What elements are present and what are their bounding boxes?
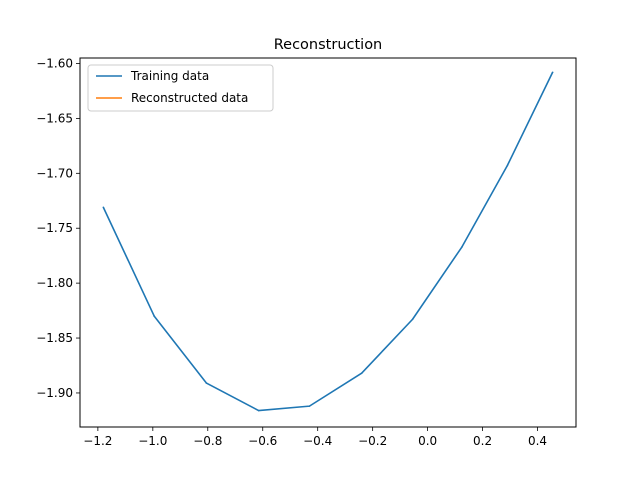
data-point	[257, 409, 260, 412]
y-tick-label: −1.75	[36, 221, 73, 235]
data-point	[205, 382, 208, 384]
y-tick-label: −1.85	[36, 331, 73, 345]
chart-title: Reconstruction	[274, 37, 383, 53]
data-point	[411, 318, 414, 321]
x-tick-label: −0.2	[358, 434, 387, 448]
data-point	[102, 206, 105, 209]
series-layer	[102, 71, 554, 412]
y-tick-label: −1.70	[36, 166, 73, 180]
x-tick-label: −1.2	[83, 434, 112, 448]
data-point	[461, 246, 463, 248]
x-tick-label: −1.0	[138, 434, 167, 448]
legend-label-0: Training data	[130, 69, 209, 83]
legend: Training data Reconstructed data	[87, 64, 274, 112]
data-point	[360, 372, 363, 374]
x-tick-label: −0.6	[248, 434, 277, 448]
data-point	[506, 164, 509, 167]
data-point	[551, 71, 554, 74]
x-tick-label: −0.4	[303, 434, 332, 448]
plot-frame	[79, 57, 577, 428]
x-tick-label: 0.2	[473, 434, 492, 448]
x-tick-label: −0.8	[193, 434, 222, 448]
y-tick-label: −1.65	[36, 111, 73, 125]
series-line-0	[102, 71, 554, 412]
x-tick-label: 0.4	[528, 434, 547, 448]
y-tick-label: −1.60	[36, 56, 73, 70]
data-point	[153, 315, 155, 317]
legend-label-1: Reconstructed data	[131, 91, 248, 105]
x-tick-label: 0.0	[418, 434, 437, 448]
y-tick-label: −1.80	[36, 276, 73, 290]
y-tick-label: −1.90	[36, 386, 73, 400]
ticks-layer: −1.2 −1.0 −0.8 −0.6 −0.4 −0.2 0.0 0.2 0.4 −1.90 −1…	[36, 56, 547, 448]
data-point	[308, 405, 311, 407]
legend-box	[87, 64, 274, 112]
